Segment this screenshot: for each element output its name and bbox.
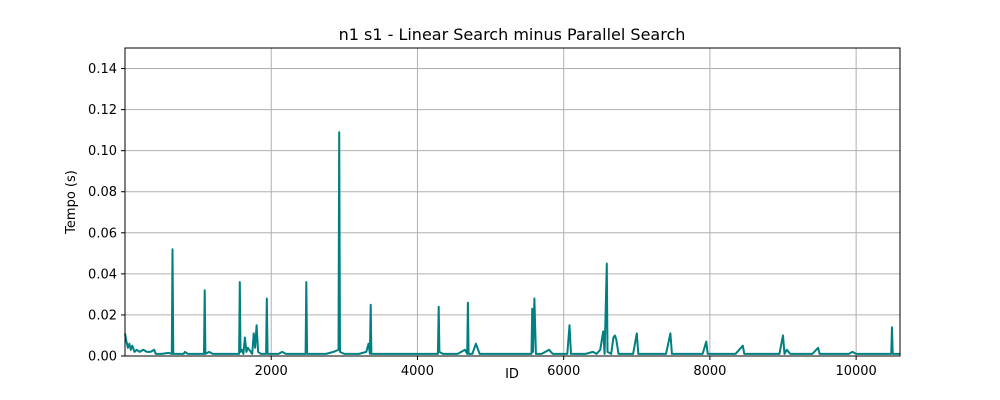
x-tick-label: 10000: [835, 364, 876, 379]
x-tick-label: 6000: [547, 364, 580, 379]
y-axis-label: Tempo (s): [64, 170, 79, 235]
plot-frame: [124, 47, 901, 357]
x-axis: 2000 4000 6000 8000 10000: [255, 356, 877, 379]
series-layer: [124, 131, 900, 355]
y-tick-label: 0.14: [88, 62, 117, 77]
chart-title: n1 s1 - Linear Search minus Parallel Sea…: [339, 25, 686, 44]
y-axis: 0.00 0.02 0.04 0.06 0.08 0.10 0.12 0.14: [88, 62, 125, 365]
y-tick-label: 0.10: [88, 144, 117, 159]
x-tick-label: 8000: [693, 364, 726, 379]
y-tick-label: 0.04: [88, 267, 117, 282]
x-axis-label: ID: [505, 367, 519, 382]
x-tick-label: 2000: [255, 364, 288, 379]
y-tick-label: 0.00: [88, 350, 117, 365]
y-tick-label: 0.02: [88, 308, 117, 323]
y-tick-label: 0.08: [88, 185, 117, 200]
y-tick-label: 0.12: [88, 103, 117, 118]
x-tick-label: 4000: [401, 364, 434, 379]
series-line: [124, 131, 900, 355]
y-tick-label: 0.06: [88, 226, 117, 241]
